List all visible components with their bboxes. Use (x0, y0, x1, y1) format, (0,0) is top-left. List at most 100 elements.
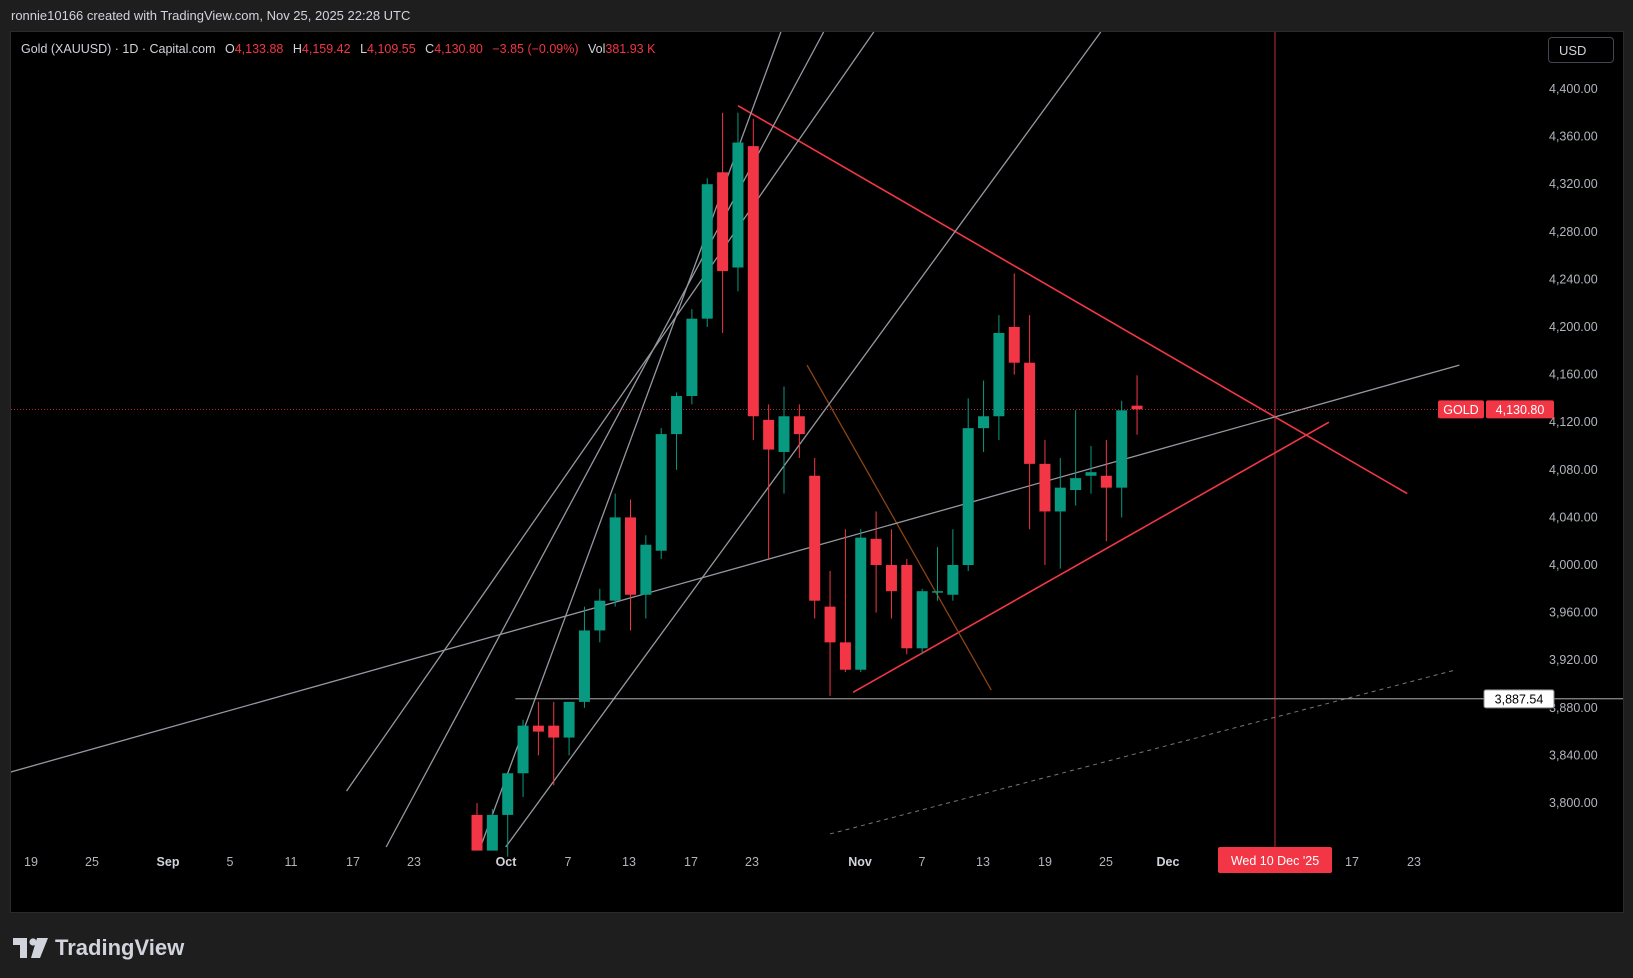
crosshair-date-background (1218, 847, 1332, 873)
drawing-layer (11, 32, 1623, 848)
tradingview-logo[interactable]: TradingView (13, 932, 184, 964)
candle-body[interactable] (1116, 410, 1128, 488)
x-axis-tick-label: 25 (85, 855, 99, 869)
candle-body[interactable] (686, 318, 698, 397)
candle-body[interactable] (655, 434, 667, 551)
candle-body[interactable] (885, 565, 897, 592)
volume-label: Vol (588, 42, 606, 56)
x-axis-tick-label: 11 (285, 855, 298, 869)
low-label: L (360, 42, 368, 56)
x-axis-tick-label: 17 (684, 855, 698, 869)
candle-body[interactable] (763, 419, 775, 450)
close-value: 4,130.80 (434, 42, 483, 56)
high-value: 4,159.42 (301, 42, 351, 56)
candles-layer (471, 112, 1143, 857)
candle-body[interactable] (701, 184, 713, 319)
trendline[interactable] (737, 104, 1408, 495)
candle-body[interactable] (594, 600, 606, 631)
candle-body[interactable] (732, 142, 744, 268)
volume-value: 381.93 K (605, 42, 656, 56)
candle-body[interactable] (471, 814, 483, 851)
trendline[interactable] (505, 32, 1102, 848)
candle-body[interactable] (1039, 463, 1051, 512)
attribution-text: ronnie10166 created with TradingView.com… (11, 8, 411, 23)
x-axis-tick-label: 7 (565, 855, 572, 869)
x-axis-tick-label: 23 (1407, 855, 1421, 869)
crosshair-date-label: Wed 10 Dec '25 (1218, 847, 1332, 873)
y-axis-tick-label: 4,280.00 (1549, 225, 1598, 239)
candle-body[interactable] (916, 591, 928, 649)
trendline[interactable] (345, 32, 875, 792)
candle-body[interactable] (486, 814, 498, 851)
candle-body[interactable] (671, 396, 683, 435)
trendline[interactable] (806, 364, 992, 691)
candle-body[interactable] (502, 773, 514, 815)
candle-body[interactable] (1054, 487, 1066, 512)
candle-body[interactable] (962, 428, 974, 565)
candle-body[interactable] (1008, 327, 1020, 363)
y-axis-tick-label: 3,840.00 (1549, 748, 1598, 762)
symbol-label[interactable]: Gold (XAUUSD) · 1D · Capital.com (21, 42, 216, 56)
candle-body[interactable] (548, 725, 560, 738)
trendline[interactable] (479, 32, 782, 848)
candle-body[interactable] (809, 475, 821, 601)
candle-body[interactable] (793, 416, 805, 435)
x-axis-tick-label: Sep (157, 855, 180, 869)
symbol-tag-background (1438, 400, 1484, 419)
y-axis-tick-label: 4,240.00 (1549, 272, 1598, 286)
high-label: H (292, 42, 302, 56)
candle-body[interactable] (778, 416, 790, 452)
crosshair-date-text: Wed 10 Dec '25 (1231, 854, 1319, 868)
current-price-label: GOLD 4,130.80 (1438, 400, 1554, 419)
candle-body[interactable] (1085, 472, 1097, 476)
price-chart[interactable]: 4,400.00 4,360.00 4,320.00 4,280.00 4,240.00… (11, 32, 1623, 912)
candle-body[interactable] (717, 172, 729, 272)
candle-body[interactable] (1070, 478, 1082, 491)
x-axis-tick-label: 23 (745, 855, 759, 869)
x-axis-tick-label: 7 (919, 855, 926, 869)
candle-body[interactable] (578, 630, 590, 702)
trendline[interactable] (11, 364, 1460, 777)
price-tag-background (1486, 400, 1554, 419)
ohlc-legend[interactable]: Gold (XAUUSD) · 1D · Capital.com O4,133.… (21, 42, 655, 56)
y-axis-tick-label: 4,360.00 (1549, 130, 1598, 144)
candle-body[interactable] (932, 591, 943, 593)
candle-body[interactable] (640, 544, 652, 595)
level-tag-background (1483, 689, 1555, 709)
y-axis-tick-label: 3,800.00 (1549, 796, 1598, 810)
candle-body[interactable] (609, 517, 621, 601)
candle-body[interactable] (1024, 362, 1036, 464)
y-axis-tick-label: 4,000.00 (1549, 558, 1598, 572)
trendline[interactable] (829, 669, 1457, 835)
chart-panel[interactable]: 4,400.00 4,360.00 4,320.00 4,280.00 4,240.00… (10, 31, 1624, 913)
y-axis-tick-label: 3,920.00 (1549, 653, 1598, 667)
y-axis-tick-label: 4,080.00 (1549, 463, 1598, 477)
candle-body[interactable] (517, 725, 529, 774)
candle-body[interactable] (824, 606, 836, 643)
candle-body[interactable] (947, 565, 959, 595)
x-axis-tick-label: Oct (496, 855, 518, 869)
close-label: C (425, 42, 435, 56)
y-axis-tick-label: 4,040.00 (1549, 510, 1598, 524)
currency-button[interactable]: USD (1548, 37, 1614, 63)
x-axis-tick-label: 17 (1345, 855, 1359, 869)
x-axis-tick-label: 19 (1038, 855, 1052, 869)
candle-body[interactable] (855, 537, 867, 670)
candle-body[interactable] (1100, 475, 1112, 488)
candle-body[interactable] (901, 565, 913, 649)
candle-body[interactable] (747, 146, 759, 417)
x-axis-tick-label: 13 (976, 855, 990, 869)
trendline[interactable] (852, 421, 1330, 694)
y-axis-tick-label: 4,200.00 (1549, 320, 1598, 334)
candle-body[interactable] (532, 725, 544, 732)
level-price-label: 3,887.54 (1483, 689, 1555, 709)
price-tag-text: 4,130.80 (1496, 403, 1545, 417)
candle-body[interactable] (839, 642, 851, 670)
candle-body[interactable] (625, 517, 636, 595)
candle-body[interactable] (870, 538, 882, 565)
candle-body[interactable] (563, 701, 575, 738)
candle-body[interactable] (993, 332, 1005, 417)
candle-body[interactable] (978, 416, 990, 429)
y-axis-tick-label: 3,880.00 (1549, 701, 1598, 715)
candle-body[interactable] (1131, 405, 1143, 410)
